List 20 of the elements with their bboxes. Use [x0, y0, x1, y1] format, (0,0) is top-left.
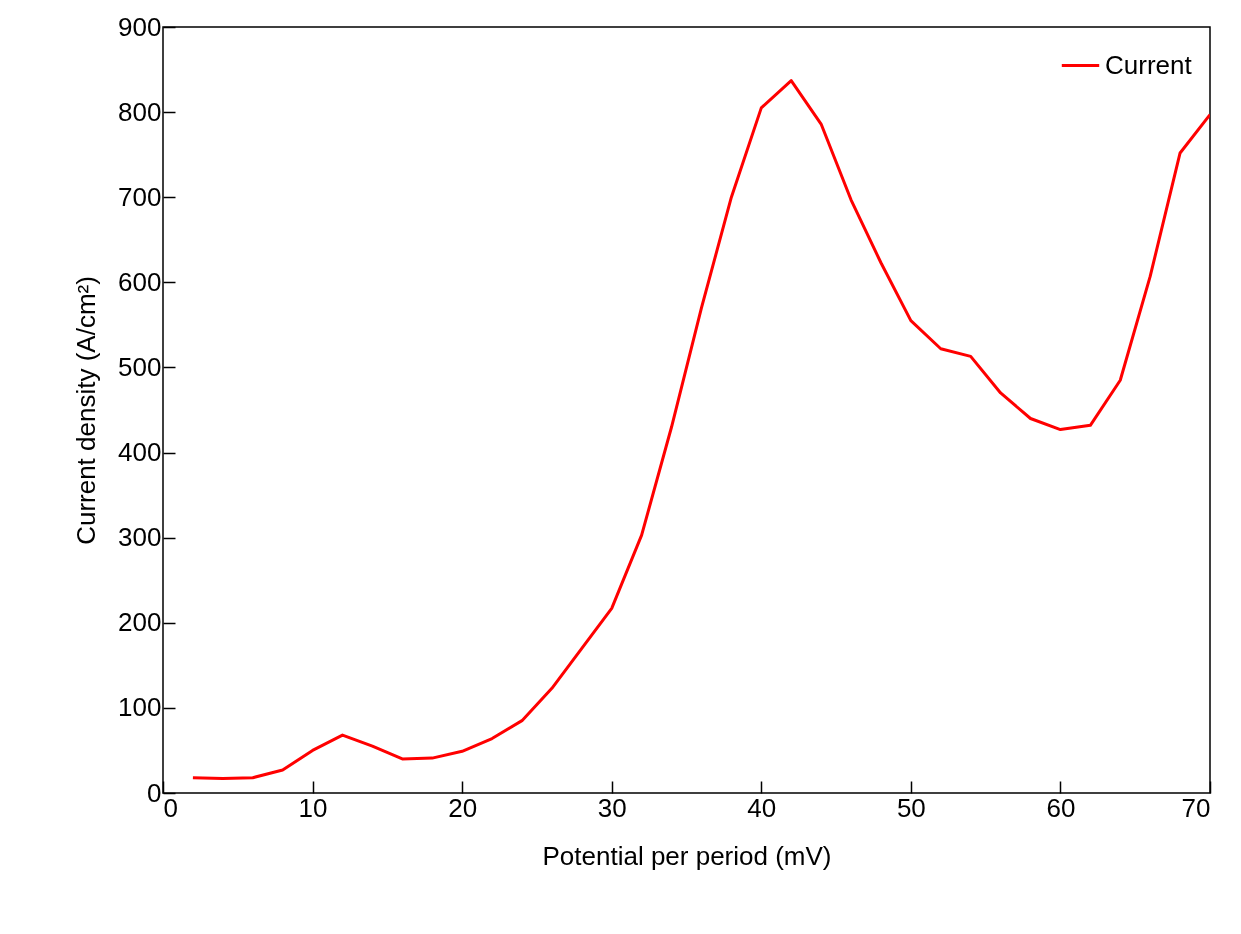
y-tick-label: 700 [118, 181, 162, 212]
y-tick-label: 300 [118, 522, 162, 553]
y-axis-title: Current density (A/cm²) [71, 276, 102, 545]
y-tick-label: 900 [118, 11, 162, 42]
y-tick-label: 600 [118, 266, 162, 297]
x-tick-label: 40 [747, 792, 777, 823]
legend-label: Current [1105, 49, 1193, 80]
y-tick-label: 400 [118, 437, 162, 468]
x-tick-label: 60 [1046, 792, 1076, 823]
x-tick-label: 30 [597, 792, 627, 823]
x-axis-title: Potential per period (mV) [542, 840, 832, 871]
x-tick-label: 10 [298, 792, 328, 823]
y-tick-label: 200 [118, 607, 162, 638]
x-tick-label: 50 [896, 792, 926, 823]
y-tick-label: 500 [118, 351, 162, 382]
y-tick-label: 800 [118, 96, 162, 127]
y-tick-label: 100 [118, 692, 162, 723]
line-series [191, 79, 1210, 781]
x-tick-label: 20 [448, 792, 478, 823]
x-tick-label: 70 [1181, 792, 1211, 823]
